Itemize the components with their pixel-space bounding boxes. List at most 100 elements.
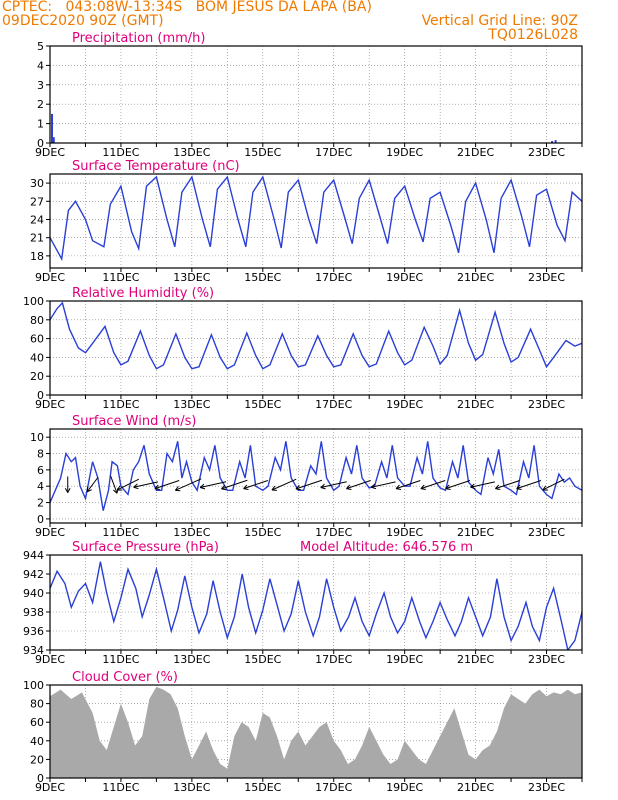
wind-arrow-head — [221, 484, 227, 491]
panel-frame — [49, 684, 583, 779]
wind-arrow-head — [133, 483, 139, 490]
y-tick-label: 1 — [37, 118, 44, 131]
wind-arrow-head — [86, 486, 92, 493]
wind-arrow — [542, 478, 565, 491]
y-tick-label: 20 — [30, 753, 44, 766]
wind-arrow — [110, 475, 118, 494]
x-tick-label: 23DEC — [528, 271, 565, 284]
panel-title: Cloud Cover (%) — [72, 670, 178, 685]
header-vertical-grid-line: Vertical Grid Line: 90Z — [421, 13, 578, 29]
y-tick-label: 4 — [37, 59, 44, 72]
x-tick-label: 17DEC — [315, 271, 352, 284]
y-tick-label: 6 — [37, 464, 44, 477]
panel-title: Surface Wind (m/s) — [72, 414, 196, 429]
y-tick-label: 2 — [37, 497, 44, 510]
panel-pressure: 934 936 938 940 942 944 9DEC 11DEC 13DEC 15DEC 17D… — [23, 540, 583, 666]
header: CPTEC: 043:08W-13:34S BOM JESUS DA LAPA … — [0, 0, 618, 44]
wind-arrow-head — [470, 483, 476, 490]
x-tick-label: 11DEC — [102, 781, 139, 794]
panel-wind: 0 2 4 6 8 10 9DEC 11DEC 13DEC 15DEC 17DEC 19DEC 21DE… — [30, 414, 583, 539]
series-line-rh — [50, 301, 582, 370]
precip-bar — [52, 137, 55, 143]
x-tick-label: 15DEC — [244, 653, 281, 666]
grid-wind — [50, 429, 582, 523]
grid-pressure — [50, 554, 582, 651]
wind-arrow — [271, 478, 297, 491]
x-tick-label: 11DEC — [102, 653, 139, 666]
y-tick-label: 940 — [23, 587, 44, 600]
wind-arrow-head — [116, 485, 123, 491]
y-axis-precip: 0 1 2 3 4 5 — [37, 40, 50, 150]
y-tick-label: 0 — [37, 137, 44, 150]
series-line-temp — [50, 175, 582, 262]
y-tick-label: 5 — [37, 40, 44, 53]
x-tick-label: 13DEC — [173, 526, 210, 539]
panel-annotation: Model Altitude: 646.576 m — [300, 540, 473, 555]
y-tick-label: 21 — [30, 232, 44, 245]
x-tick-label: 23DEC — [528, 781, 565, 794]
wind-arrow-head — [395, 484, 402, 491]
y-tick-label: 80 — [30, 698, 44, 711]
wind-arrow-head — [199, 483, 206, 490]
wind-arrow-head — [320, 483, 326, 490]
x-tick-label: 23DEC — [528, 398, 565, 411]
panel-cloud: 0 20 40 60 80 100 9DEC 11DEC 13DEC 15DEC 17DEC 19DE… — [23, 670, 583, 794]
wind-arrow — [86, 477, 99, 493]
wind-arrow-head — [346, 484, 352, 491]
panel-precip: 0 1 2 3 4 5 9DEC 11DEC 13DEC 15DEC 17DEC 19DEC 21DEC… — [35, 31, 583, 159]
y-tick-label: 27 — [30, 195, 44, 208]
y-tick-label: 10 — [30, 431, 44, 444]
y-tick-label: 2 — [37, 98, 44, 111]
panel-title: Precipitation (mm/h) — [72, 31, 205, 46]
x-tick-label: 23DEC — [528, 526, 565, 539]
x-tick-label: 15DEC — [244, 526, 281, 539]
x-axis-precip: 9DEC 11DEC 13DEC 15DEC 17DEC 19DEC 21DEC 23DEC — [35, 143, 583, 159]
x-tick-label: 17DEC — [315, 526, 352, 539]
panel-frame — [49, 300, 583, 396]
x-tick-label: 13DEC — [173, 781, 210, 794]
wind-arrow-head — [295, 484, 301, 491]
header-date: 09DEC2020 90Z (GMT) — [2, 13, 164, 29]
x-tick-label: 13DEC — [173, 398, 210, 411]
wind-arrow-head — [542, 485, 548, 491]
x-tick-label: 15DEC — [244, 271, 281, 284]
panel-frame — [49, 173, 583, 269]
wind-arrow-head — [154, 484, 160, 491]
panel-title: Surface Temperature (nC) — [72, 159, 240, 174]
x-tick-label: 23DEC — [528, 146, 565, 159]
y-tick-label: 60 — [30, 716, 44, 729]
wind-arrow — [133, 481, 159, 488]
x-tick-label: 11DEC — [102, 146, 139, 159]
x-tick-label: 15DEC — [244, 781, 281, 794]
wind-arrow — [470, 481, 495, 488]
wind-arrow — [154, 480, 180, 490]
x-tick-label: 17DEC — [315, 781, 352, 794]
wind-arrows — [64, 475, 565, 494]
y-tick-label: 0 — [37, 513, 44, 526]
y-tick-label: 100 — [23, 679, 44, 692]
grid-rh — [50, 300, 582, 396]
wind-arrow — [243, 480, 269, 490]
y-tick-label: 0 — [37, 389, 44, 402]
x-tick-label: 19DEC — [386, 781, 423, 794]
x-axis-cloud: 9DEC 11DEC 13DEC 15DEC 17DEC 19DEC 21DEC 23DEC — [35, 778, 583, 794]
x-tick-label: 13DEC — [173, 653, 210, 666]
y-tick-label: 938 — [23, 606, 44, 619]
x-tick-label: 19DEC — [386, 653, 423, 666]
x-tick-label: 11DEC — [102, 526, 139, 539]
x-tick-label: 15DEC — [244, 398, 281, 411]
y-axis-rh: 0 20 40 60 80 100 — [23, 295, 50, 402]
x-tick-label: 9DEC — [35, 146, 65, 159]
wind-arrow — [295, 479, 323, 490]
wind-arrow — [221, 479, 248, 490]
precip-bar — [51, 113, 53, 143]
wind-arrow-head — [271, 485, 277, 491]
wind-arrow — [516, 480, 542, 490]
wind-arrow — [117, 478, 140, 491]
panel-temp: 18 21 24 27 30 9DEC 11DEC 13DEC 15DEC 17DEC 19DEC 2… — [30, 159, 583, 284]
wind-arrow — [200, 481, 227, 488]
wind-arrow — [445, 480, 471, 490]
header-station-line: CPTEC: 043:08W-13:34S BOM JESUS DA LAPA … — [2, 0, 372, 15]
wind-arrow-head — [495, 484, 501, 491]
x-axis-temp: 9DEC 11DEC 13DEC 15DEC 17DEC 19DEC 21DEC 23DEC — [35, 268, 583, 284]
